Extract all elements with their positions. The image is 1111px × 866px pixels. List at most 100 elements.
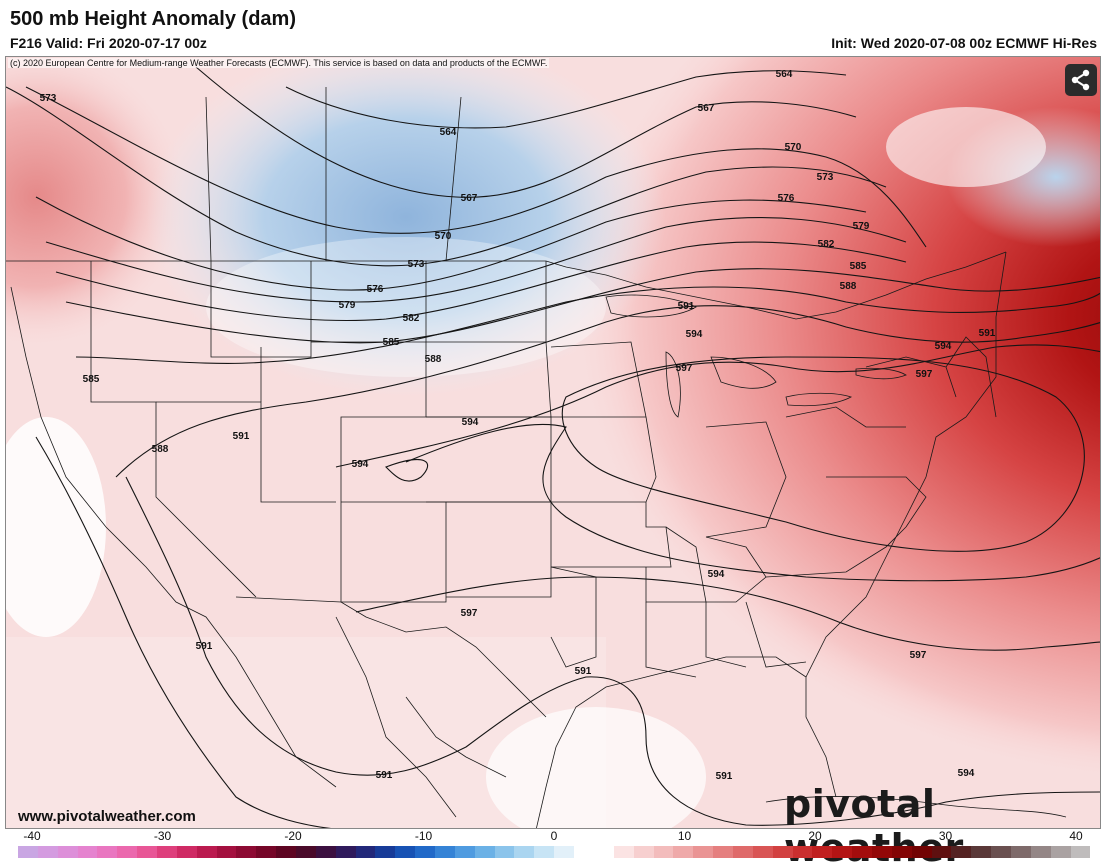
colorbar-swatch [157, 846, 177, 858]
colorbar-swatch [474, 846, 495, 858]
contour-573 [6, 86, 887, 267]
contour-label: 573 [817, 172, 834, 183]
contour-label: 597 [676, 363, 693, 374]
contour-label: 588 [152, 444, 169, 455]
colorbar-swatch [991, 846, 1011, 858]
colorbar-swatch [852, 846, 872, 858]
colorbar-tick-label: -30 [153, 829, 172, 843]
colorbar-swatch [276, 846, 297, 858]
contour-label: 594 [352, 459, 369, 470]
colorbar-swatch [911, 846, 932, 858]
colorbar-swatch [117, 846, 138, 858]
colorbar-swatch [77, 846, 98, 858]
colorbar-swatch [395, 846, 416, 858]
contour-label: 567 [698, 103, 715, 114]
colorbar-tick-label: 20 [808, 829, 822, 843]
contour-597 [561, 356, 1085, 552]
colorbar-swatch [891, 846, 912, 858]
colorbar-swatch [673, 846, 694, 858]
colorbar-swatch [435, 846, 455, 858]
map-panel[interactable]: 573 564 564 567 567 570 570 573 573 576 … [5, 56, 1101, 829]
neutral-patch-pacific [6, 417, 106, 637]
contour-label: 585 [850, 261, 867, 272]
contour-585 [65, 268, 1100, 344]
colorbar-tick-label: -10 [414, 829, 433, 843]
contour-label: 594 [686, 329, 703, 340]
colorbar-swatch [832, 846, 853, 858]
colorbar-swatch [593, 846, 614, 858]
contour-label: 591 [233, 431, 250, 442]
height-contours [6, 66, 1100, 828]
contour-label: 594 [958, 768, 975, 779]
colorbar-swatch [315, 846, 336, 858]
contour-label: 579 [339, 300, 356, 311]
contour-labels: 573 564 564 567 567 570 570 573 573 576 … [40, 69, 996, 782]
contour-591b [125, 476, 1100, 826]
colorbar-swatch [1030, 846, 1051, 858]
colorbar-swatch [554, 846, 575, 858]
colorbar-swatch [693, 846, 714, 858]
colorbar-swatch [752, 846, 773, 858]
website-url: www.pivotalweather.com [18, 808, 196, 825]
colorbar-swatch [633, 846, 654, 858]
colorbar-swatch [37, 846, 58, 858]
contour-label: 594 [462, 417, 479, 428]
colorbar-tick-label: 0 [550, 829, 558, 843]
colorbar-swatch [335, 846, 356, 858]
colorbar-swatch [494, 846, 515, 858]
contour-594c [385, 459, 429, 482]
share-button[interactable] [1065, 64, 1097, 96]
colorbar-tick-label: 30 [938, 829, 953, 843]
colorbar-swatch [137, 846, 158, 858]
contour-label: 591 [716, 771, 733, 782]
colorbar-swatch [18, 846, 38, 858]
contour-594a [335, 344, 1100, 468]
colorbar-tick-label: -40 [23, 829, 41, 843]
colorbar [18, 846, 1091, 858]
colorbar-swatch [296, 846, 316, 858]
contour-label: 585 [83, 374, 100, 385]
colorbar-swatch [812, 846, 833, 858]
contour-label: 591 [575, 666, 592, 677]
contour-label: 588 [425, 354, 442, 365]
colorbar-swatch [534, 846, 555, 858]
neutral-patch-quebec [886, 107, 1046, 187]
colorbar-swatch [732, 846, 753, 858]
contour-label: 597 [916, 369, 933, 380]
colorbar-tick-labels: -40 -30 -20 -10 0 10 20 30 40 [0, 829, 1111, 845]
contour-564 [285, 70, 847, 129]
contour-label: 579 [853, 221, 870, 232]
colorbar-swatch [931, 846, 952, 858]
contour-label: 591 [196, 641, 213, 652]
colorbar-swatch [57, 846, 78, 858]
colorbar-swatch [236, 846, 257, 858]
colorbar-swatch [1070, 846, 1091, 858]
contour-label: 570 [435, 231, 452, 242]
colorbar-swatch [613, 846, 634, 858]
init-time: Init: Wed 2020-07-08 00z ECMWF Hi-Res [831, 35, 1097, 51]
contour-591 [115, 305, 1100, 478]
contour-label: 582 [818, 239, 835, 250]
colorbar-tick-label: -20 [284, 829, 302, 843]
colorbar-swatch [1010, 846, 1031, 858]
colorbar-swatch [514, 846, 535, 858]
height-anomaly-map: 573 564 564 567 567 570 570 573 573 576 … [6, 57, 1100, 828]
contour-588 [75, 286, 1100, 364]
colorbar-swatch [792, 846, 813, 858]
contour-label: 594 [935, 341, 952, 352]
contour-591c [35, 436, 332, 828]
contour-label: 570 [785, 142, 802, 153]
contour-582 [55, 241, 907, 322]
contour-567 [195, 66, 857, 198]
contour-label: 564 [440, 127, 457, 138]
contour-label: 573 [408, 259, 425, 270]
contour-594d [355, 576, 1100, 651]
colorbar-swatch [176, 846, 197, 858]
colorbar-tick-label: 40 [1069, 829, 1083, 843]
contour-label: 573 [40, 93, 57, 104]
cold-anomaly-core [146, 57, 666, 397]
contour-label: 585 [383, 337, 400, 348]
colorbar-swatch [653, 846, 674, 858]
contour-label: 588 [840, 281, 857, 292]
colorbar-swatch [713, 846, 733, 858]
